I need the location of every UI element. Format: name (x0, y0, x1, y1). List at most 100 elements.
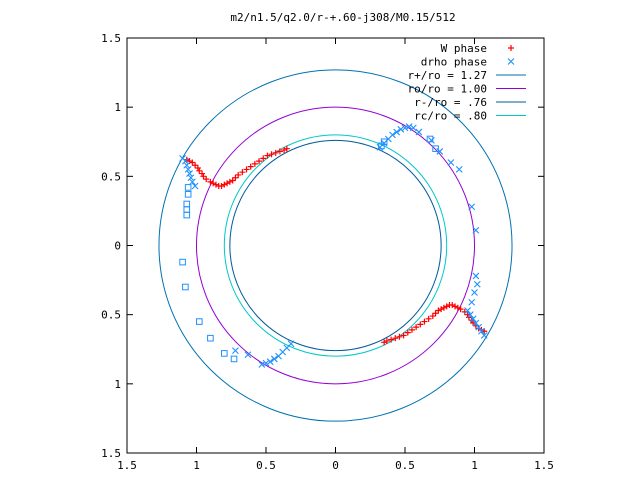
data-point (480, 332, 488, 339)
axis-ticks: 1.5 1 0.5 0 0.5 1 1.51.510.500.511.5 (101, 32, 554, 472)
data-point (187, 174, 195, 182)
data-point (243, 166, 250, 173)
data-point (179, 258, 186, 266)
radius-circle (229, 139, 442, 352)
data-point (472, 272, 480, 280)
data-point (401, 124, 409, 132)
data-point (464, 307, 471, 314)
data-point (229, 177, 236, 184)
data-point (221, 181, 228, 188)
data-point (184, 191, 192, 198)
y-tick-label: 1.5 (101, 447, 121, 460)
x-tick-label: 0.5 (256, 459, 276, 472)
data-point (192, 162, 199, 169)
data-point (244, 351, 252, 359)
x-tick-label: 1.5 (534, 459, 554, 472)
data-point (182, 283, 189, 291)
data-point (188, 178, 196, 186)
data-point (388, 336, 395, 343)
data-point (383, 337, 390, 344)
data-point (264, 152, 271, 159)
data-point (183, 200, 191, 208)
data-point (195, 318, 203, 325)
data-point (400, 332, 407, 339)
data-point (275, 352, 282, 360)
data-point (447, 159, 455, 166)
data-point (432, 145, 439, 152)
legend-label: W phase (441, 42, 487, 55)
data-point (408, 326, 415, 333)
data-point (397, 125, 405, 133)
data-point (472, 319, 480, 327)
data-point (200, 173, 207, 180)
legend-label: rc/ro = .80 (414, 110, 487, 123)
data-point (457, 306, 464, 313)
data-point (239, 169, 246, 176)
radius-circle (223, 134, 448, 357)
data-point (251, 160, 258, 167)
data-points (179, 123, 488, 368)
data-point (230, 355, 238, 363)
x-tick-label: 0.5 (395, 459, 415, 472)
data-point (452, 303, 459, 310)
data-point (207, 178, 214, 185)
legend-swatch (508, 45, 514, 51)
data-point (473, 280, 481, 288)
data-point (404, 329, 411, 336)
data-point (436, 148, 444, 155)
data-point (468, 203, 476, 211)
data-point (203, 176, 210, 183)
data-point (256, 158, 263, 165)
legend-label: r-/ro = .76 (414, 96, 487, 109)
data-point (183, 161, 191, 169)
data-point (435, 307, 442, 314)
data-point (212, 181, 219, 188)
y-tick-label: 0.5 (101, 309, 121, 322)
data-point (262, 359, 270, 367)
data-point (235, 171, 242, 178)
data-point (468, 298, 476, 306)
data-point (196, 167, 203, 174)
data-point (392, 335, 399, 342)
data-point (232, 347, 239, 355)
data-point (283, 145, 290, 152)
data-point (413, 324, 420, 331)
legend-label: ro/ro = 1.00 (408, 83, 487, 96)
data-point (260, 155, 267, 162)
data-point (478, 327, 485, 335)
data-point (446, 301, 453, 308)
data-point (276, 148, 283, 155)
data-point (226, 178, 233, 185)
x-tick-label: 0 (332, 459, 339, 472)
data-point (428, 136, 435, 144)
data-point (409, 124, 417, 132)
radius-circle (158, 69, 513, 422)
data-point (268, 151, 275, 158)
data-point (189, 159, 196, 166)
data-point (470, 319, 477, 326)
data-point (481, 328, 488, 335)
data-point (417, 321, 424, 328)
radius-circles (158, 69, 513, 422)
radius-circle (196, 106, 475, 385)
data-point (281, 147, 288, 154)
chart-title: m2/n1.5/q2.0/r-+.60-j308/M0.15/512 (230, 11, 455, 24)
y-tick-label: 1.5 (101, 32, 121, 45)
data-point (443, 303, 450, 310)
y-tick-label: 0 (114, 240, 121, 253)
data-point (426, 135, 434, 143)
data-point (221, 350, 228, 357)
data-point (429, 313, 436, 320)
data-point (258, 361, 266, 368)
data-point (218, 183, 225, 190)
data-point (396, 333, 403, 340)
data-point (440, 304, 447, 311)
data-point (405, 123, 413, 130)
data-point (270, 355, 278, 363)
x-tick-label: 1 (471, 459, 478, 472)
legend-swatch (507, 58, 515, 65)
legend-label: r+/ro = 1.27 (408, 69, 487, 82)
data-point (183, 211, 191, 219)
